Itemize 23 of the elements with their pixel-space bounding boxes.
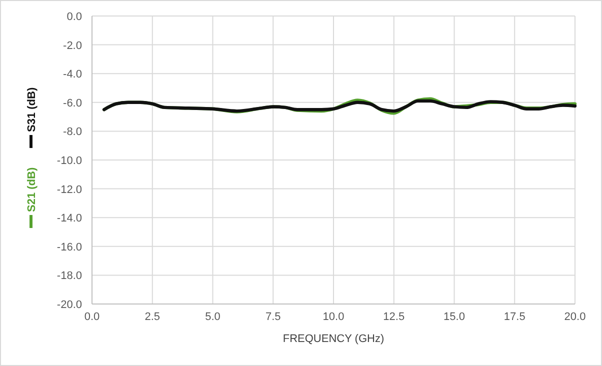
y-tick-label: -4.0	[63, 68, 82, 81]
x-tick-label: 12.5	[383, 311, 405, 323]
x-tick-label: 17.5	[504, 311, 526, 323]
x-tick-label: 7.5	[265, 311, 281, 323]
x-tick-label: 0.0	[84, 311, 100, 323]
x-tick-label: 15.0	[444, 311, 465, 323]
y-tick-label: -10.0	[56, 155, 82, 167]
x-tick-label: 20.0	[564, 311, 586, 323]
y-tick-label: -16.0	[56, 241, 82, 254]
y-tick-label: -8.0	[63, 126, 82, 138]
y-tick-label: -18.0	[56, 270, 82, 282]
y-tick-label: -14.0	[56, 212, 82, 225]
text: S21 (dB)	[26, 167, 38, 212]
x-axis-title: FREQUENCY (GHz)	[282, 333, 384, 345]
y-tick-label: -20.0	[56, 299, 82, 311]
x-tick-label: 10.0	[322, 311, 344, 323]
x-tick-label: 2.5	[144, 311, 160, 323]
y-tick-label: 0.0	[66, 11, 82, 23]
x-tick-label: 5.0	[205, 311, 220, 323]
y-tick-label: -12.0	[56, 184, 82, 196]
y-tick-label: -2.0	[63, 40, 82, 52]
y-tick-label: -6.0	[63, 97, 82, 110]
text: S31 (dB)	[26, 87, 38, 132]
